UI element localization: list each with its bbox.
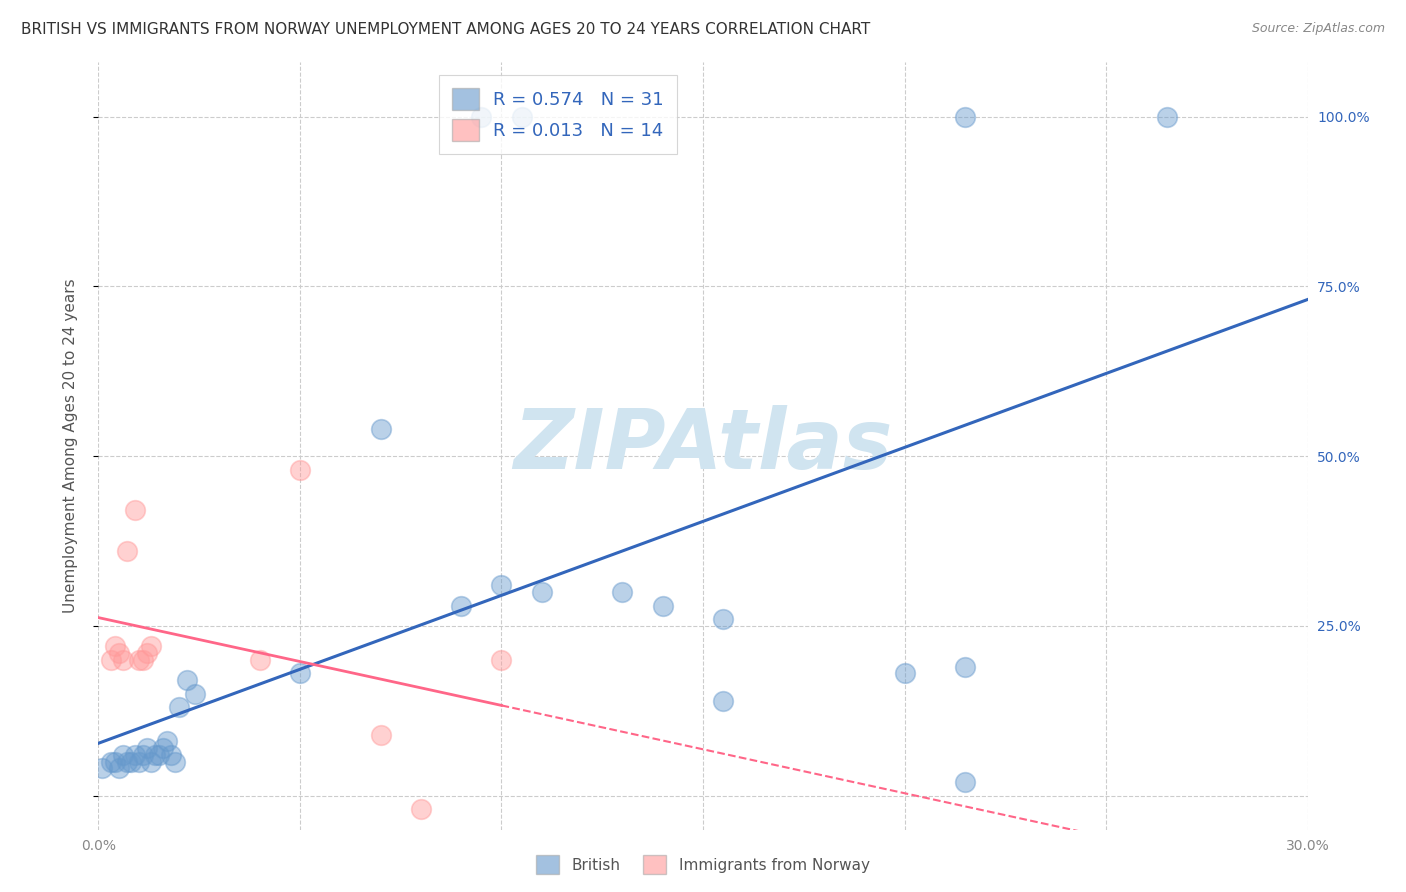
Point [115, 755, 138, 769]
Text: ZIPAtlas: ZIPAtlas [513, 406, 893, 486]
Point [163, 755, 186, 769]
Point [288, 666, 311, 681]
Point [132, 653, 155, 667]
Point [103, 640, 125, 654]
Point [409, 802, 432, 816]
Point [893, 666, 915, 681]
Point [530, 585, 553, 599]
Point [953, 110, 976, 124]
Point [107, 762, 129, 776]
Text: Source: ZipAtlas.com: Source: ZipAtlas.com [1251, 22, 1385, 36]
Point [370, 422, 392, 436]
Point [132, 747, 155, 762]
Point [152, 741, 174, 756]
Y-axis label: Unemployment Among Ages 20 to 24 years: Unemployment Among Ages 20 to 24 years [63, 278, 77, 614]
Legend: R = 0.574   N = 31, R = 0.013   N = 14: R = 0.574 N = 31, R = 0.013 N = 14 [439, 75, 676, 153]
Point [128, 755, 150, 769]
Point [139, 755, 162, 769]
Point [450, 599, 472, 613]
Point [103, 755, 125, 769]
Point [184, 687, 207, 701]
Point [128, 653, 150, 667]
Point [100, 653, 122, 667]
Point [148, 747, 170, 762]
Point [91, 762, 114, 776]
Point [115, 544, 138, 558]
Text: BRITISH VS IMMIGRANTS FROM NORWAY UNEMPLOYMENT AMONG AGES 20 TO 24 YEARS CORRELA: BRITISH VS IMMIGRANTS FROM NORWAY UNEMPL… [21, 22, 870, 37]
Point [107, 646, 129, 660]
Point [510, 110, 533, 124]
Point [124, 747, 146, 762]
Point [135, 646, 157, 660]
Point [176, 673, 198, 688]
Point [120, 755, 142, 769]
Point [111, 747, 134, 762]
Point [124, 503, 146, 517]
Point [953, 659, 976, 673]
Point [491, 578, 513, 592]
Point [167, 700, 190, 714]
Point [135, 741, 157, 756]
Point [491, 653, 513, 667]
Point [143, 747, 166, 762]
Point [470, 110, 492, 124]
Point [288, 463, 311, 477]
Point [111, 653, 134, 667]
Point [711, 693, 734, 707]
Point [711, 612, 734, 626]
Point [249, 653, 271, 667]
Point [156, 734, 179, 748]
Point [1156, 110, 1178, 124]
Legend: British, Immigrants from Norway: British, Immigrants from Norway [530, 849, 876, 880]
Point [100, 755, 122, 769]
Point [612, 585, 634, 599]
Point [160, 747, 183, 762]
Point [953, 775, 976, 789]
Point [370, 727, 392, 741]
Point [139, 640, 162, 654]
Point [651, 599, 673, 613]
